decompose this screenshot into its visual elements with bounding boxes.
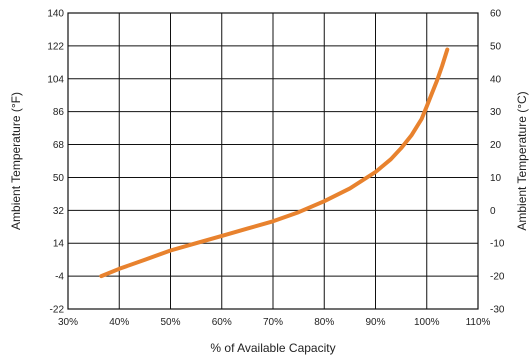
y-tick-label-right: 20 [490,140,502,151]
y-tick-label-left: 32 [53,206,65,217]
y-tick-label-right: -10 [490,239,505,250]
y-tick-label-right: 10 [490,173,502,184]
y-tick-label-right: 40 [490,74,502,85]
y-tick-label-left: 122 [47,41,64,52]
grid-layer [68,13,478,309]
y-tick-label-left: -4 [55,272,64,283]
y-tick-label-right: -30 [490,305,505,316]
y-tick-label-right: 0 [490,206,496,217]
y-tick-labels-right: -30 -20 -10 0 10 20 30 40 50 60 [490,9,505,316]
y-tick-label-right: 60 [490,9,502,20]
x-tick-label: 50% [160,317,180,328]
y-tick-labels-left: -22 -4 14 32 50 68 86 104 122 140 [47,9,64,316]
y-tick-label-left: 68 [53,140,65,151]
y-tick-label-left: 104 [47,74,64,85]
x-tick-label: 40% [109,317,129,328]
x-tick-label: 30% [58,317,78,328]
y-tick-label-left: 50 [53,173,65,184]
x-tick-label: 80% [314,317,334,328]
x-tick-label: 110% [466,317,491,328]
y-tick-label-left: -22 [50,305,65,316]
x-axis-title: % of Available Capacity [210,341,335,355]
x-tick-labels: 30% 40% 50% 60% 70% 80% 90% 100% 110% [58,317,491,328]
x-tick-label: 90% [365,317,385,328]
y-tick-label-right: 50 [490,41,502,52]
y-tick-label-right: 30 [490,107,502,118]
y-tick-label-right: -20 [490,272,505,283]
x-tick-label: 70% [263,317,283,328]
x-tick-label: 100% [414,317,440,328]
y-tick-label-left: 86 [53,107,65,118]
y-axis-title-left: Ambient Temperature (°F) [9,92,23,230]
plot-frame [67,12,479,310]
y-tick-label-left: 14 [53,239,65,250]
y-tick-label-left: 140 [47,9,64,20]
series-line [99,47,450,279]
y-axis-title-right: Ambient Temperature (°C) [515,91,529,230]
x-tick-label: 60% [212,317,232,328]
